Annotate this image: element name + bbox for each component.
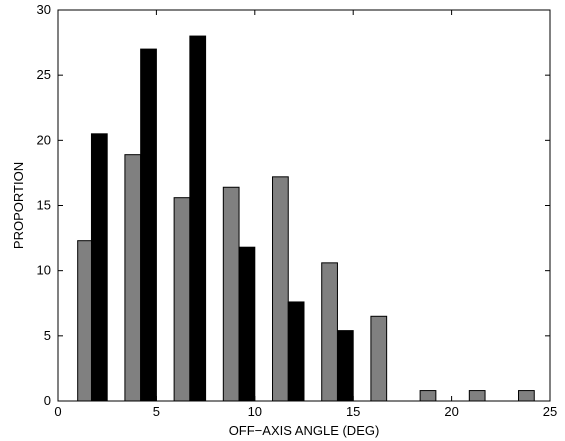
gray-bar-2 [173,197,191,402]
black-bar-2 [189,35,207,402]
y-tick-labels: 0 5 10 15 20 25 30 [37,2,51,408]
gray-bar-5 [321,262,338,402]
gray-bar-1 [124,154,142,402]
gray-bar-6 [370,315,388,402]
x-tick-labels: 0 5 10 15 20 25 [54,404,557,419]
y-tick-label-4: 20 [37,132,51,147]
gray-bar-7 [419,390,437,402]
y-axis-title: PROPORTION [11,162,26,249]
black-bar-3 [238,246,256,402]
x-tick-label-5: 25 [543,404,557,419]
y-tick-label-1: 5 [44,328,51,343]
x-axis-title: OFF−AXIS ANGLE (DEG) [229,423,380,438]
gray-bar-3 [222,186,240,402]
black-bar-4 [287,301,305,402]
x-tick-label-1: 5 [153,404,160,419]
y-tick-label-3: 15 [37,198,51,213]
x-tick-label-3: 15 [346,404,360,419]
y-tick-label-5: 25 [37,67,51,82]
axis-ticks [57,9,551,402]
gray-bar-8 [468,390,486,402]
black-bar-5 [336,330,354,402]
y-tick-label-0: 0 [44,393,51,408]
y-tick-label-6: 30 [37,2,51,17]
black-bar-0 [90,133,108,402]
black-bar-1 [140,48,157,402]
x-tick-label-2: 10 [248,404,262,419]
x-tick-label-0: 0 [54,404,61,419]
x-tick-label-4: 20 [444,404,458,419]
gray-bar-9 [518,390,535,402]
y-tick-label-2: 10 [37,263,51,278]
black-series-bars [90,35,354,402]
gray-bar-4 [272,176,289,402]
